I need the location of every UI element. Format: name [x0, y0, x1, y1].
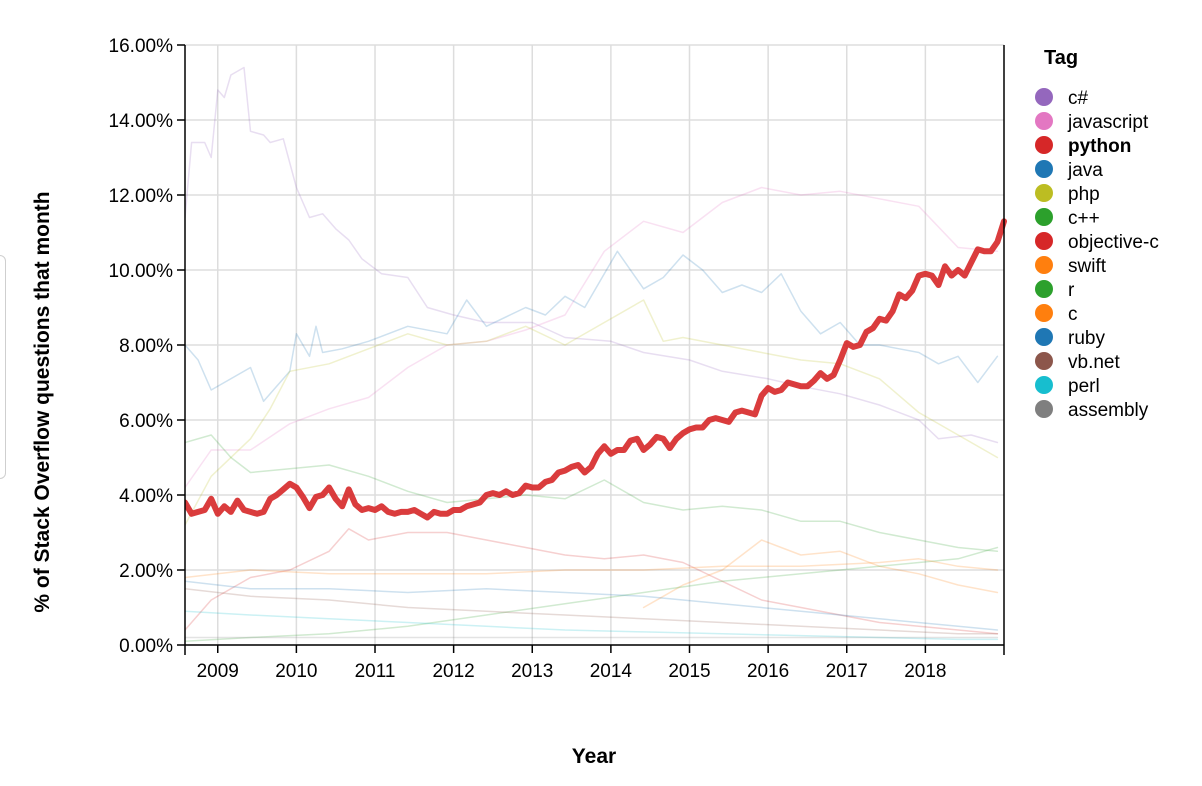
x-tick-label: 2011: [355, 661, 396, 682]
legend-swatch: [1035, 304, 1053, 322]
legend: Tag c# javascript python java php c++ objectiv…: [1035, 47, 1159, 421]
legend-swatch: [1035, 280, 1053, 298]
legend-item-swift[interactable]: swift: [1035, 256, 1107, 277]
legend-label: java: [1067, 160, 1103, 181]
legend-item-objective-c[interactable]: objective-c: [1035, 232, 1159, 253]
series-line-objective-c[interactable]: [185, 528, 999, 635]
legend-item-vb-net[interactable]: vb.net: [1035, 352, 1120, 373]
series-lines: [185, 66, 1007, 643]
gridlines: [185, 44, 1004, 646]
series-line-ruby[interactable]: [185, 580, 999, 631]
legend-swatch: [1035, 88, 1053, 106]
y-axis-ticks: 0.00% 2.00% 4.00% 6.00% 8.00% 10.00% 12.00% 14.…: [109, 36, 185, 657]
series-line-c-[interactable]: [185, 66, 999, 444]
legend-label: assembly: [1068, 400, 1149, 421]
legend-item-perl[interactable]: perl: [1035, 376, 1100, 397]
axes: [184, 45, 1005, 655]
x-tick-label: 2016: [747, 661, 789, 682]
series-line-python[interactable]: [185, 218, 1007, 521]
y-tick-label: 6.00%: [119, 411, 173, 432]
legend-item-java[interactable]: java: [1035, 160, 1103, 181]
legend-label: php: [1068, 184, 1100, 205]
legend-label: python: [1068, 136, 1131, 157]
y-tick-label: 2.00%: [119, 561, 173, 582]
legend-label: swift: [1068, 256, 1107, 277]
legend-label: javascript: [1067, 112, 1149, 133]
x-tick-label: 2014: [590, 661, 633, 682]
y-tick-label: 4.00%: [119, 486, 173, 507]
y-tick-label: 0.00%: [119, 636, 173, 657]
x-axis-ticks: 2009 2010 2011 2012 2013 2014 2015 2016 2017 2018: [197, 645, 947, 682]
x-tick-label: 2009: [197, 661, 239, 682]
legend-swatch: [1035, 136, 1053, 154]
series-line-php[interactable]: [185, 299, 999, 526]
legend-label: ruby: [1068, 328, 1105, 349]
x-tick-label: 2018: [904, 661, 946, 682]
legend-item-ruby[interactable]: ruby: [1035, 328, 1105, 349]
series-line-javascript[interactable]: [185, 186, 999, 489]
legend-label: c: [1068, 304, 1078, 325]
legend-label: vb.net: [1068, 352, 1120, 373]
legend-label: c#: [1068, 88, 1089, 109]
legend-item-c[interactable]: c: [1035, 304, 1078, 325]
legend-label: objective-c: [1068, 232, 1159, 253]
legend-swatch: [1035, 184, 1053, 202]
legend-swatch: [1035, 208, 1053, 226]
x-tick-label: 2013: [511, 661, 553, 682]
x-tick-label: 2017: [826, 661, 868, 682]
series-line-c-[interactable]: [185, 434, 999, 553]
series-line-perl[interactable]: [185, 610, 999, 641]
legend-item-javascript[interactable]: javascript: [1035, 112, 1149, 133]
legend-label: c++: [1068, 208, 1100, 229]
y-tick-label: 10.00%: [109, 261, 174, 282]
legend-item-assembly[interactable]: assembly: [1035, 400, 1149, 421]
y-tick-label: 8.00%: [119, 336, 173, 357]
series-line-r[interactable]: [185, 546, 999, 643]
x-tick-label: 2012: [432, 661, 474, 682]
legend-item-r[interactable]: r: [1035, 280, 1075, 301]
y-tick-label: 16.00%: [109, 36, 174, 57]
legend-title: Tag: [1044, 47, 1078, 69]
x-tick-label: 2015: [668, 661, 710, 682]
legend-label: r: [1068, 280, 1075, 301]
y-tick-label: 12.00%: [109, 186, 174, 207]
legend-swatch: [1035, 328, 1053, 346]
legend-swatch: [1035, 256, 1053, 274]
legend-swatch: [1035, 232, 1053, 250]
legend-swatch: [1035, 400, 1053, 418]
y-axis-title: % of Stack Overflow questions that month: [31, 191, 54, 612]
legend-swatch: [1035, 352, 1053, 370]
legend-item-php[interactable]: php: [1035, 184, 1100, 205]
legend-item-c-[interactable]: c++: [1035, 208, 1100, 229]
x-axis-title: Year: [572, 745, 616, 768]
y-tick-label: 14.00%: [109, 111, 174, 132]
legend-swatch: [1035, 160, 1053, 178]
legend-item-python[interactable]: python: [1035, 136, 1131, 157]
legend-label: perl: [1068, 376, 1100, 397]
series-line-vb-net[interactable]: [185, 588, 999, 635]
x-tick-label: 2010: [275, 661, 317, 682]
series-line-c[interactable]: [185, 558, 999, 579]
legend-swatch: [1035, 112, 1053, 130]
series-line-swift[interactable]: [642, 539, 999, 609]
legend-swatch: [1035, 376, 1053, 394]
legend-item-c-[interactable]: c#: [1035, 88, 1089, 109]
